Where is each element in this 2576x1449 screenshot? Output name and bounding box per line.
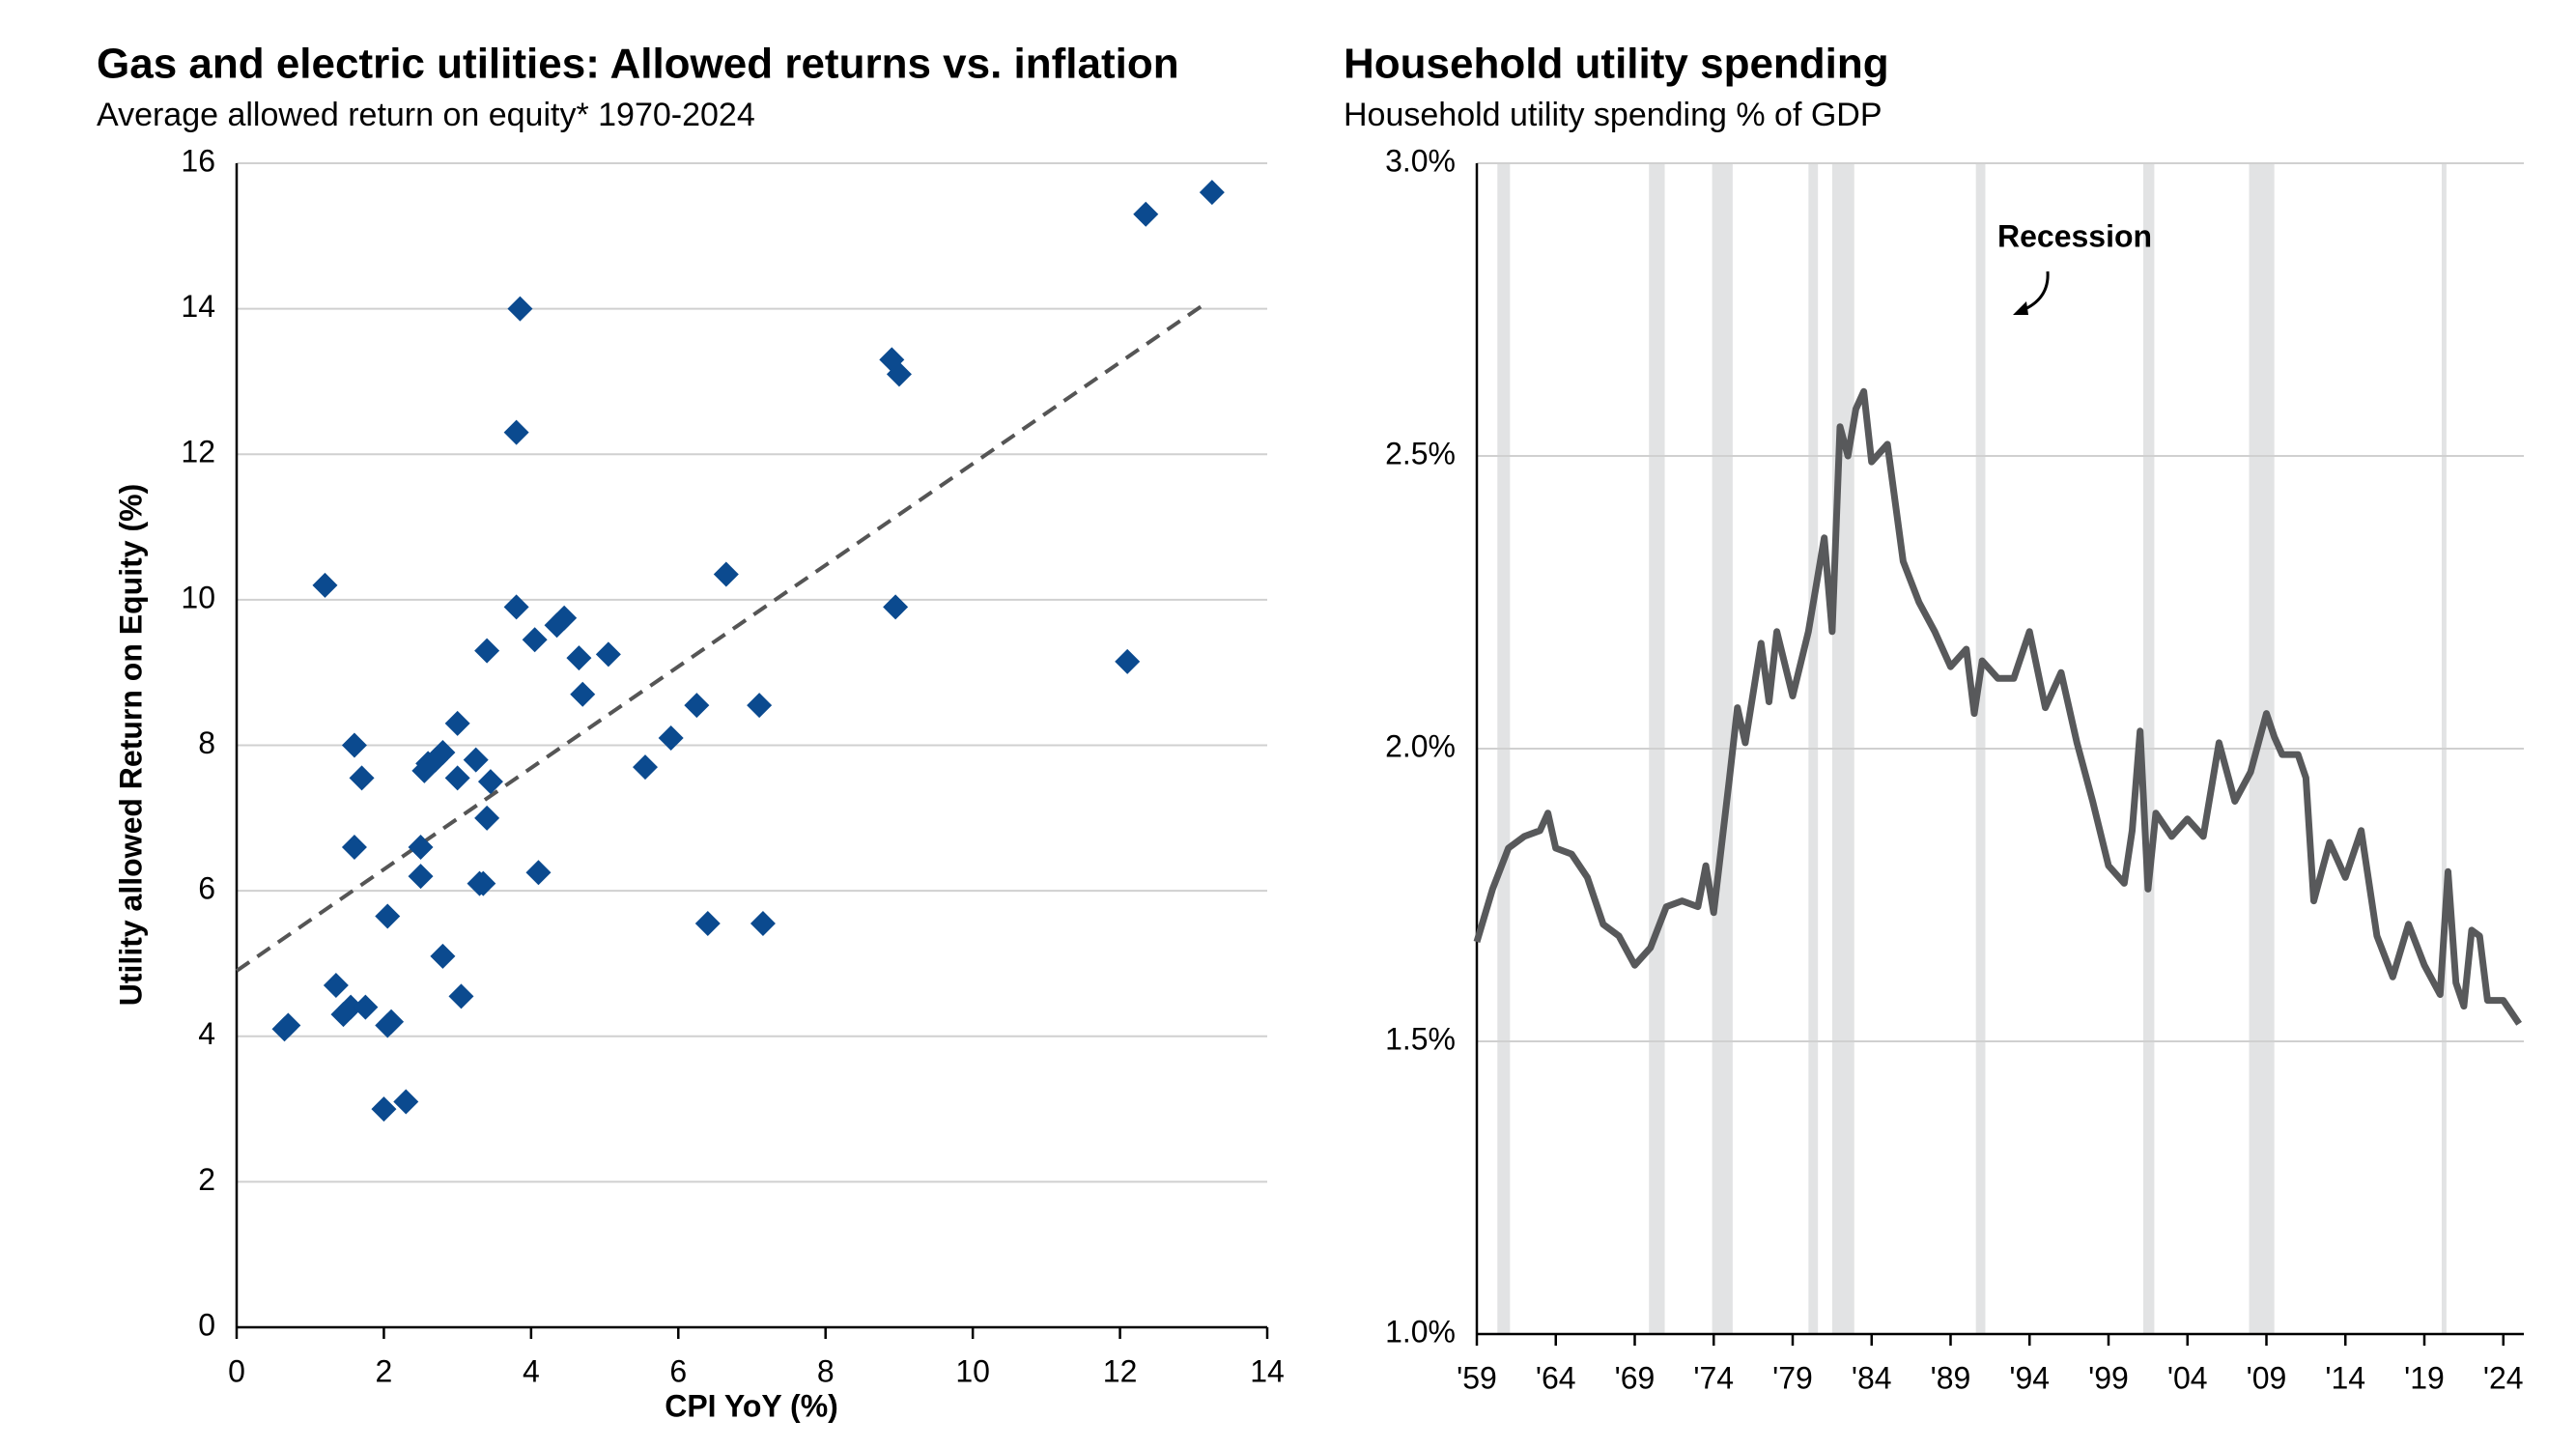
- point: [694, 911, 721, 937]
- point: [525, 860, 552, 886]
- x-tick-label: 0: [228, 1353, 245, 1388]
- chart-subtitle: Household utility spending % of GDP: [1344, 97, 1882, 133]
- point: [658, 724, 684, 751]
- point: [349, 765, 375, 791]
- point: [312, 572, 338, 598]
- x-tick-label: '59: [1457, 1360, 1497, 1395]
- x-tick-label: 8: [817, 1353, 835, 1388]
- x-tick-label: '84: [1852, 1360, 1892, 1395]
- point: [570, 681, 596, 707]
- point: [463, 747, 489, 773]
- y-tick-label: 2.0%: [1385, 728, 1456, 763]
- point: [750, 911, 776, 937]
- point: [883, 594, 909, 620]
- y-tick-label: 2.5%: [1385, 436, 1456, 470]
- x-tick-label: '04: [2167, 1360, 2208, 1395]
- x-tick-label: '94: [2009, 1360, 2050, 1395]
- x-tick-label: 10: [955, 1353, 990, 1388]
- chart-subtitle: Average allowed return on equity* 1970-2…: [97, 97, 755, 133]
- point: [747, 693, 773, 719]
- point: [379, 1009, 405, 1035]
- x-tick-label: '24: [2483, 1360, 2524, 1395]
- point: [1199, 180, 1225, 206]
- x-tick-label: 14: [1250, 1353, 1285, 1388]
- chart-title: Household utility spending: [1344, 41, 1889, 88]
- chart-title: Gas and electric utilities: Allowed retu…: [97, 41, 1179, 88]
- point: [566, 645, 592, 671]
- point: [408, 864, 434, 890]
- x-tick-label: '64: [1536, 1360, 1576, 1395]
- point: [353, 994, 379, 1020]
- x-tick-label: 4: [523, 1353, 540, 1388]
- y-tick-label: 4: [198, 1016, 215, 1051]
- point: [503, 594, 529, 620]
- y-tick-label: 16: [181, 143, 215, 178]
- point: [393, 1089, 419, 1115]
- x-tick-label: '09: [2247, 1360, 2287, 1395]
- annotation-arrowhead: [2013, 301, 2028, 315]
- point: [408, 834, 434, 860]
- point: [503, 419, 529, 445]
- point: [341, 732, 367, 758]
- y-tick-label: 14: [181, 289, 215, 324]
- point: [886, 361, 912, 387]
- x-tick-label: 6: [669, 1353, 687, 1388]
- point: [522, 627, 548, 653]
- point: [323, 973, 349, 999]
- x-tick-label: '89: [1931, 1360, 1971, 1395]
- y-tick-label: 6: [198, 871, 215, 906]
- point: [552, 605, 578, 631]
- point: [444, 710, 470, 736]
- x-tick-label: '74: [1693, 1360, 1734, 1395]
- y-tick-label: 1.5%: [1385, 1021, 1456, 1056]
- point: [375, 903, 401, 929]
- point: [474, 638, 500, 664]
- point: [341, 834, 367, 860]
- point: [275, 1012, 301, 1038]
- annotation: Recession: [1997, 218, 2152, 253]
- x-tick-label: '69: [1615, 1360, 1656, 1395]
- point: [474, 805, 500, 831]
- point: [713, 561, 739, 587]
- point: [430, 943, 456, 969]
- point: [338, 994, 364, 1020]
- y-tick-label: 3.0%: [1385, 143, 1456, 178]
- point: [595, 641, 621, 668]
- y-tick-label: 10: [181, 580, 215, 614]
- point: [507, 296, 533, 322]
- y-tick-label: 1.0%: [1385, 1314, 1456, 1349]
- point: [371, 1096, 397, 1122]
- x-tick-label: '99: [2088, 1360, 2129, 1395]
- y-tick-label: 0: [198, 1307, 215, 1342]
- y-axis-label: Utility allowed Return on Equity (%): [113, 484, 148, 1006]
- point: [1133, 201, 1159, 227]
- y-tick-label: 2: [198, 1162, 215, 1197]
- point: [470, 870, 496, 896]
- point: [632, 754, 658, 781]
- point: [477, 769, 503, 795]
- line: [1473, 387, 2522, 1026]
- point: [448, 983, 474, 1009]
- x-tick-label: '19: [2404, 1360, 2445, 1395]
- point: [430, 740, 456, 766]
- point: [684, 693, 710, 719]
- x-tick-label: 2: [376, 1353, 393, 1388]
- x-tick-label: '14: [2325, 1360, 2365, 1395]
- y-tick-label: 12: [181, 435, 215, 469]
- trend-line: [235, 299, 1210, 973]
- y-tick-label: 8: [198, 725, 215, 760]
- point: [1115, 648, 1141, 674]
- x-tick-label: '79: [1772, 1360, 1813, 1395]
- x-axis-label: CPI YoY (%): [665, 1388, 838, 1423]
- x-tick-label: 12: [1103, 1353, 1138, 1388]
- point: [444, 765, 470, 791]
